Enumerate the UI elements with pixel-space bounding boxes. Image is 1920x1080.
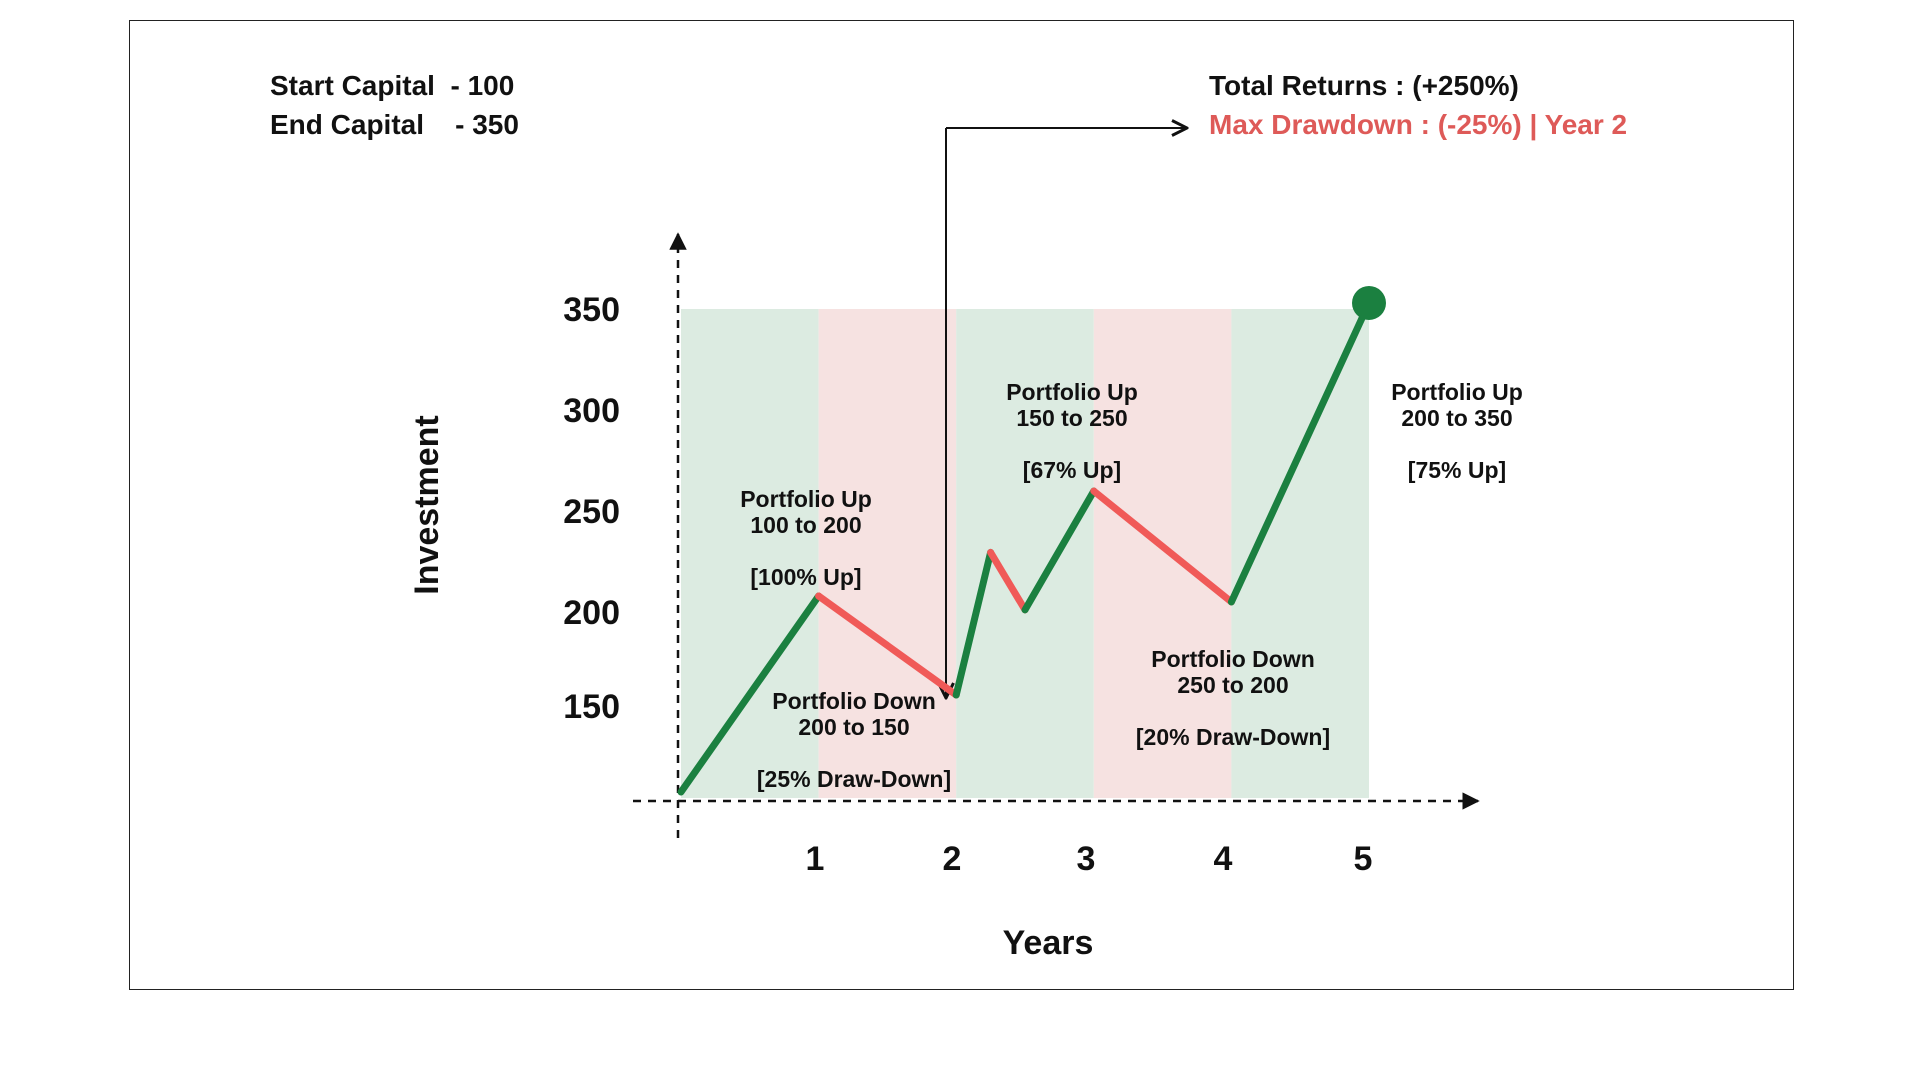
annotation-2-line-1: Portfolio Down	[772, 688, 936, 714]
band-up-3	[956, 309, 1094, 798]
annotation-1-line-4: [100% Up]	[750, 564, 861, 590]
band-up-1	[681, 309, 819, 798]
annotation-1-line-1: Portfolio Up	[740, 486, 872, 512]
segment-up-3	[952, 548, 995, 699]
annotation-5-line-2: 200 to 350	[1401, 405, 1512, 431]
annotation-4-line-4: [20% Draw-Down]	[1136, 724, 1330, 750]
total-returns-text: Total Returns : (+250%)	[1209, 70, 1519, 101]
x-tick-1: 1	[806, 840, 825, 878]
x-tick-2: 2	[943, 840, 962, 878]
segment-down-2	[815, 592, 960, 699]
segment-up-7	[1227, 299, 1373, 606]
annotation-3-line-4: [67% Up]	[1023, 457, 1121, 483]
x-tick-3: 3	[1077, 840, 1096, 878]
max-drawdown-pointer	[946, 128, 1187, 698]
annotation-2-line-2: 200 to 150	[798, 714, 909, 740]
max-drawdown-text: Max Drawdown : (-25%) | Year 2	[1209, 109, 1628, 140]
tick-labels: 150 200 250 300 350 1 2 3 4 5	[563, 291, 1372, 878]
end-point-marker	[1352, 285, 1386, 320]
x-tick-4: 4	[1214, 840, 1233, 878]
band-down-4	[1093, 309, 1232, 798]
segment-down-6	[1090, 487, 1235, 606]
annotation-3-line-2: 150 to 250	[1016, 405, 1127, 431]
x-tick-5: 5	[1354, 840, 1373, 878]
segment-down-4	[987, 548, 1029, 614]
annotation-5-line-1: Portfolio Up	[1391, 379, 1523, 405]
annotation-1-line-2: 100 to 200	[750, 512, 861, 538]
annotation-5-line-4: [75% Up]	[1408, 457, 1506, 483]
annotation-4-line-1: Portfolio Down	[1151, 646, 1315, 672]
x-axis-title: Years	[1003, 924, 1094, 962]
start-capital-text: Start Capital - 100	[270, 70, 515, 101]
chart-frame	[129, 20, 1794, 990]
y-tick-300: 300	[563, 392, 620, 430]
axes	[633, 232, 1480, 838]
y-axis-title: Investment	[408, 415, 446, 595]
end-capital-text: End Capital - 350	[270, 109, 519, 140]
y-tick-250: 250	[563, 493, 620, 531]
annotation-3-line-1: Portfolio Up	[1006, 379, 1138, 405]
band-down-2	[818, 309, 957, 798]
y-tick-150: 150	[563, 688, 620, 726]
annotation-2-line-4: [25% Draw-Down]	[757, 766, 951, 792]
investment-series	[677, 285, 1386, 796]
segment-up-1	[677, 592, 823, 796]
annotation-4-line-2: 250 to 200	[1177, 672, 1288, 698]
segment-up-5	[1021, 487, 1098, 614]
y-tick-350: 350	[563, 291, 620, 329]
y-tick-200: 200	[563, 594, 620, 632]
